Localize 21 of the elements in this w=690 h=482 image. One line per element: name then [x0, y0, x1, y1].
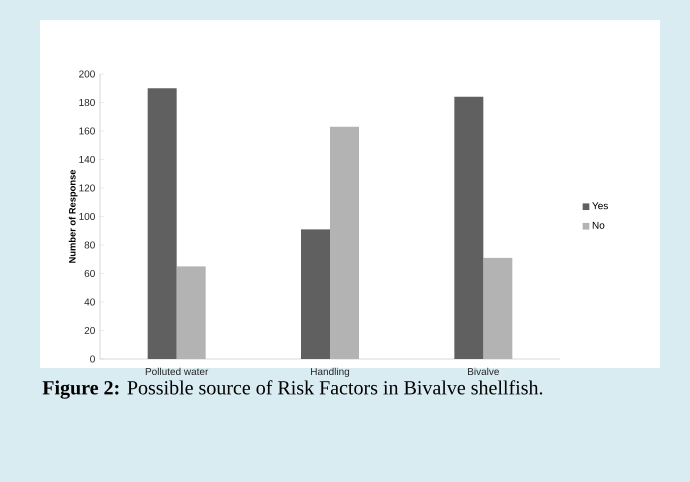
x-tick-label: Polluted water	[146, 368, 208, 376]
x-tick-label: Handling	[311, 368, 350, 378]
y-tick-label: 20	[84, 326, 95, 334]
y-axis-title: Number of Response	[68, 170, 78, 263]
y-tick-label: 180	[79, 98, 95, 106]
legend-label: No	[592, 222, 604, 229]
y-tick-label: 160	[79, 127, 95, 135]
y-tick-label: 60	[84, 270, 95, 278]
text: Figure 2: Possible source of Risk Factors in Bivalve shellfish.	[42, 380, 542, 399]
y-tick-label: 120	[79, 184, 95, 192]
y-tick-label: 100	[79, 212, 95, 220]
bar	[148, 88, 177, 359]
y-tick-label: 200	[79, 70, 95, 78]
y-tick-label: 0	[90, 355, 95, 363]
bar	[454, 96, 484, 359]
y-tick-label: 80	[84, 241, 95, 249]
x-tick-label: Bivalve	[468, 368, 500, 376]
y-tick-label: 140	[79, 156, 95, 164]
legend-label: Yes	[592, 202, 608, 210]
bar	[301, 229, 330, 359]
y-tick-label: 40	[84, 298, 95, 306]
